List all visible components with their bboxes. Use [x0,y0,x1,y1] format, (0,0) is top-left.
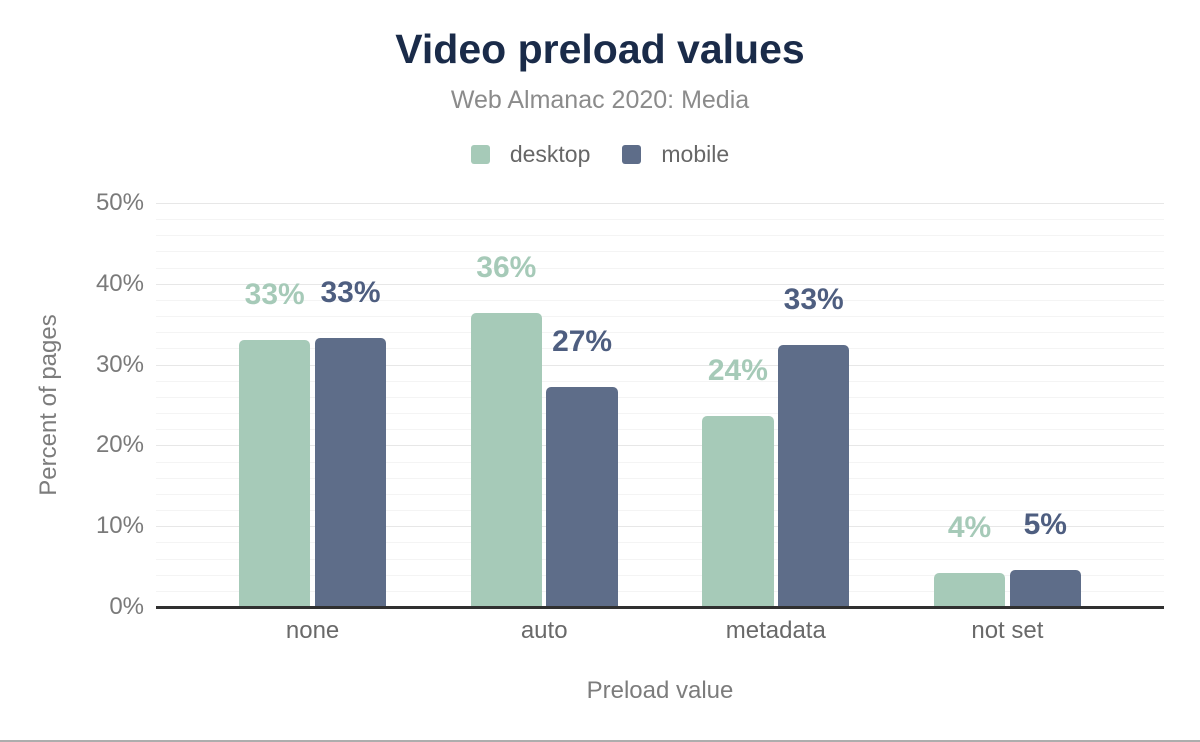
minor-gridline [156,429,1164,431]
data-label-mobile-auto: 27% [552,325,613,359]
y-tick-label: 40% [95,269,144,297]
legend-label-mobile: mobile [661,141,730,167]
y-tick-label: 50% [95,189,144,216]
minor-gridline [156,542,1164,544]
minor-gridline [156,558,1164,560]
minor-gridline [156,380,1164,382]
minor-gridline [156,251,1164,253]
category-label-none: none [285,617,340,644]
major-gridline [156,526,1164,528]
x-axis-line [156,605,1164,609]
bar-desktop-auto[interactable] [470,312,543,607]
minor-gridline [156,235,1164,237]
minor-gridline [156,316,1164,318]
major-gridline [156,203,1164,204]
data-label-desktop-none: 33% [244,278,305,312]
x-axis-title: Preload value [586,677,734,704]
y-axis-title: Percent of pages [35,314,62,496]
minor-gridline [156,590,1164,592]
chart-legend: desktop mobile [0,141,1200,168]
bar-mobile-not-set[interactable] [1009,569,1082,607]
major-gridline [156,364,1164,366]
minor-gridline [156,510,1164,512]
chart-title: Video preload values [395,26,805,72]
minor-gridline [156,348,1164,350]
data-label-mobile-metadata: 33% [783,283,844,317]
legend-item-desktop: desktop [470,141,591,168]
chart-subtitle: Web Almanac 2020: Media [450,86,750,114]
minor-gridline [156,413,1164,415]
mobile-swatch-icon [622,145,642,164]
minor-gridline [156,574,1164,576]
data-label-desktop-not-set: 4% [947,511,992,545]
major-gridline [156,283,1164,285]
bar-mobile-metadata[interactable] [777,345,850,607]
category-label-metadata: metadata [725,617,826,644]
legend-label-desktop: desktop [509,141,591,167]
category-label-auto: auto [520,617,568,644]
bar-mobile-none[interactable] [314,337,387,607]
y-tick-label: 20% [95,431,144,459]
data-label-mobile-not-set: 5% [1023,507,1067,541]
bar-desktop-metadata[interactable] [702,415,774,607]
category-label-not-set: not set [971,617,1044,644]
major-gridline [156,445,1164,447]
minor-gridline [156,493,1164,495]
y-tick-label: 30% [95,350,144,378]
minor-gridline [156,299,1164,301]
bar-desktop-none[interactable] [238,340,311,607]
y-tick-label: 0% [109,593,144,620]
y-tick-label: 10% [95,512,144,540]
data-label-mobile-none: 33% [320,275,381,309]
minor-gridline [156,219,1164,221]
minor-gridline [156,477,1164,479]
data-label-desktop-metadata: 24% [707,353,768,387]
minor-gridline [156,461,1164,463]
legend-item-mobile: mobile [622,141,729,168]
bottom-divider [0,740,1200,742]
minor-gridline [156,396,1164,398]
minor-gridline [156,267,1164,269]
bar-desktop-not-set[interactable] [933,573,1006,607]
minor-gridline [156,332,1164,334]
desktop-swatch-icon [470,145,490,164]
bar-mobile-auto[interactable] [546,387,618,607]
data-label-desktop-auto: 36% [476,250,537,284]
